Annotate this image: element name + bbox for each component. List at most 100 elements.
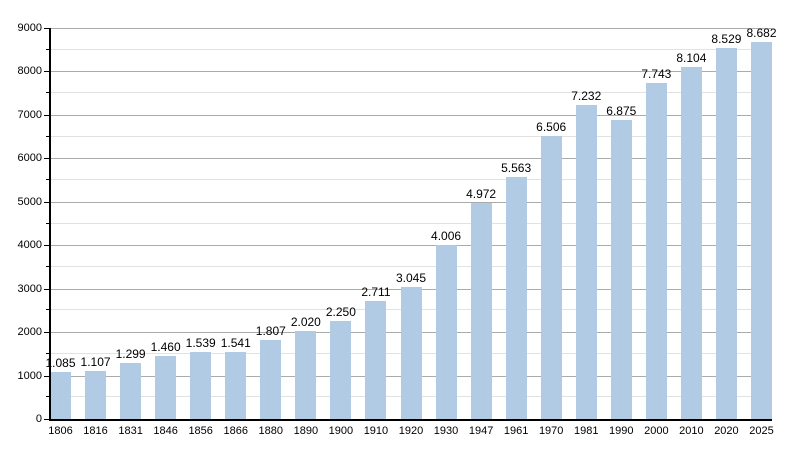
bar-value-label: 2.020 [290, 315, 321, 329]
y-axis-minor-tick [46, 396, 50, 398]
bar [400, 287, 422, 419]
x-axis-year-label: 1890 [293, 425, 319, 437]
x-axis-year-label: 1981 [574, 425, 599, 437]
bar [365, 301, 387, 419]
bar [330, 321, 352, 419]
x-axis-year-label: 1880 [258, 425, 284, 437]
y-axis-tick-label: 8000 [17, 65, 42, 78]
x-axis-year-label: 1920 [398, 425, 424, 437]
plot-area [50, 28, 772, 419]
bar-value-label: 1.460 [150, 340, 181, 354]
y-axis-minor-tick [46, 352, 50, 354]
y-axis-tick-label: 1000 [17, 369, 42, 382]
y-axis-major-tick [44, 245, 50, 247]
gridline-major [50, 158, 772, 160]
y-axis-line [49, 28, 51, 421]
bar-value-label: 8.529 [711, 32, 742, 46]
y-axis-major-tick [44, 71, 50, 73]
x-axis-year-label: 1961 [503, 425, 529, 437]
x-axis-year-label: 2020 [714, 425, 739, 437]
x-axis-year-label: 1846 [153, 425, 178, 437]
x-axis-year-label: 2025 [749, 425, 774, 437]
bar-value-label: 8.682 [746, 26, 777, 40]
bar-value-label: 4.006 [431, 229, 462, 243]
gridline-major [50, 71, 772, 73]
gridline-major [50, 245, 772, 247]
x-axis-year-label: 1947 [468, 425, 494, 437]
bar-value-label: 1.107 [80, 355, 111, 369]
y-axis-tick-label: 0 [35, 413, 42, 425]
y-axis-tick-label: 4000 [17, 239, 42, 252]
gridline-minor [50, 48, 772, 50]
y-axis-minor-tick [46, 48, 50, 50]
y-axis-tick-label: 6000 [17, 152, 42, 165]
y-axis-minor-tick [46, 265, 50, 267]
bar-value-label: 1.807 [255, 324, 286, 338]
y-axis-tick-label: 5000 [17, 195, 42, 208]
bar-value-label: 6.875 [606, 104, 637, 118]
bar [540, 136, 562, 419]
x-axis-year-label: 1856 [188, 425, 213, 437]
y-axis-tick-label: 9000 [17, 22, 42, 34]
x-axis-year-label: 1970 [538, 425, 564, 437]
bar [751, 42, 772, 419]
bar-value-label: 1.085 [45, 356, 76, 370]
y-axis-major-tick [44, 201, 50, 203]
bar [435, 245, 457, 419]
x-axis-year-label: 1990 [609, 425, 634, 437]
x-axis-year-label: 1816 [83, 425, 108, 437]
bar [225, 352, 247, 419]
bar-value-label: 2.250 [325, 305, 356, 319]
x-axis-year-label: 2000 [644, 425, 669, 437]
x-axis-year-label: 1910 [363, 425, 389, 437]
bar-value-label: 2.711 [361, 285, 391, 299]
x-axis-year-label: 1806 [48, 425, 73, 437]
y-axis-minor-tick [46, 135, 50, 137]
bar-value-label: 1.299 [115, 347, 146, 361]
y-axis-minor-tick [46, 179, 50, 181]
y-axis-major-tick [44, 158, 50, 160]
bar-value-label: 5.563 [501, 161, 532, 175]
bar-value-label: 1.539 [185, 336, 216, 350]
bar [470, 203, 492, 419]
y-axis-major-tick [44, 28, 50, 29]
bar [85, 371, 107, 419]
x-axis-year-label: 1930 [433, 425, 459, 437]
x-axis-year-label: 1900 [328, 425, 354, 437]
gridline-minor [50, 179, 772, 181]
y-axis-minor-tick [46, 92, 50, 94]
bar-value-label: 7.743 [641, 67, 672, 81]
bar [610, 120, 632, 419]
x-axis-year-label: 2010 [679, 425, 704, 437]
y-axis-major-tick [44, 114, 50, 116]
gridline-major [50, 28, 772, 29]
gridline-minor [50, 265, 772, 267]
bar [260, 340, 282, 419]
bar [715, 48, 737, 419]
gridline-major [50, 201, 772, 203]
bar-value-label: 3.045 [395, 271, 427, 285]
bar [50, 372, 71, 419]
x-axis-year-label: 1866 [223, 425, 248, 437]
bar-value-label: 7.232 [571, 89, 602, 103]
gridline-minor [50, 222, 772, 224]
y-axis-major-tick [44, 288, 50, 290]
x-axis-line [50, 419, 772, 421]
bar-value-label: 1.541 [220, 336, 251, 350]
bar [680, 67, 702, 419]
y-axis-minor-tick [46, 222, 50, 224]
bar [190, 352, 212, 419]
y-axis-tick-label: 3000 [17, 282, 42, 295]
bar-value-label: 6.506 [536, 120, 567, 134]
y-axis-tick-label: 7000 [17, 108, 42, 121]
gridline-minor [50, 135, 772, 137]
y-axis-major-tick [44, 332, 50, 334]
y-axis-minor-tick [46, 309, 50, 311]
y-axis-major-tick [44, 375, 50, 377]
gridline-minor [50, 92, 772, 94]
y-axis-tick-label: 2000 [17, 326, 42, 339]
x-axis-year-label: 1831 [118, 425, 143, 437]
bar [645, 83, 667, 419]
bar [505, 177, 527, 419]
